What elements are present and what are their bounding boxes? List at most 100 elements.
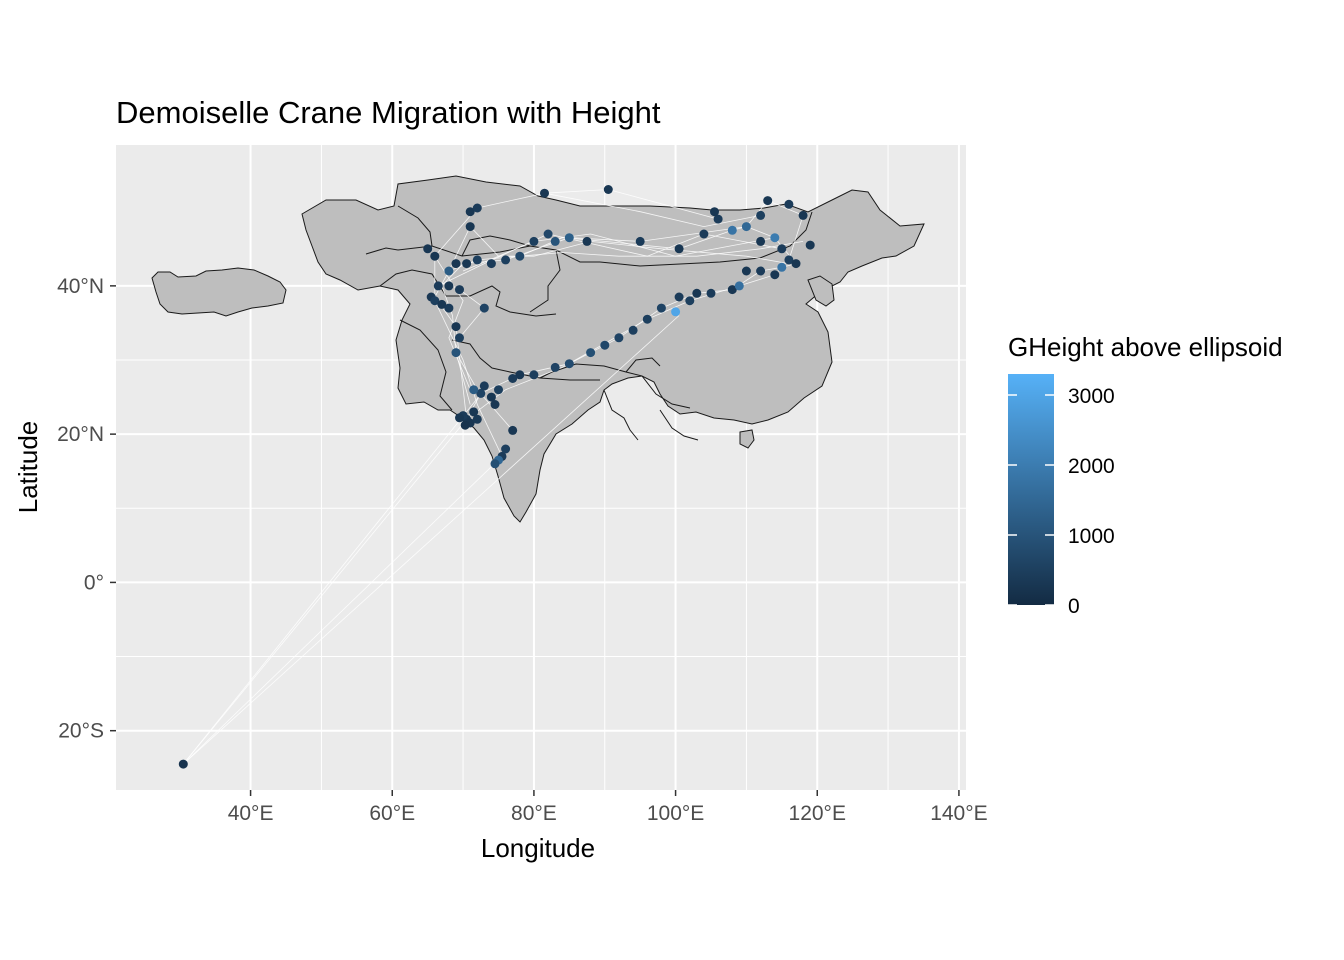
y-tick-label: 20°N <box>57 423 104 446</box>
gps-fix-point <box>656 303 666 313</box>
gps-fix-point <box>529 236 539 246</box>
gps-fix-point <box>462 259 472 269</box>
gps-fix-point <box>770 270 780 280</box>
migration-track-line <box>182 389 485 765</box>
y-tick-label: 0° <box>84 571 104 594</box>
gps-fix-point <box>756 210 766 220</box>
gps-fix-point <box>741 222 751 232</box>
gps-fix-point <box>469 385 479 395</box>
gps-fix-point <box>451 348 461 358</box>
gps-fix-point <box>486 392 496 402</box>
gps-fix-point <box>635 236 645 246</box>
gps-fix-point <box>444 266 454 276</box>
gps-fix-point <box>791 259 801 269</box>
gps-fix-point <box>455 285 464 295</box>
gps-fix-point <box>756 236 766 246</box>
gps-fix-point <box>469 407 479 417</box>
gps-fix-point <box>515 251 525 261</box>
gps-fix-point <box>455 333 464 343</box>
gps-fix-point <box>444 303 454 313</box>
legend-label: 3000 <box>1068 385 1115 408</box>
x-tick-label: 140°E <box>930 802 987 825</box>
legend-title: GHeight above ellipsoid <box>1008 332 1283 362</box>
migration-track-line <box>438 233 782 287</box>
migration-track-line <box>544 192 761 228</box>
gps-fix-point <box>494 385 503 395</box>
gps-fix-point <box>586 348 596 358</box>
gps-fix-point <box>479 303 489 313</box>
x-tick-label: 100°E <box>647 802 704 825</box>
gps-fix-point <box>437 299 447 309</box>
gps-fix-point <box>710 207 719 217</box>
country-turkey <box>151 267 287 317</box>
gps-fix-point <box>515 370 525 380</box>
gps-fix-point <box>479 381 489 391</box>
gps-fix-point <box>741 266 751 276</box>
gps-fix-point <box>805 240 815 250</box>
gps-fix-point <box>564 359 574 369</box>
migration-track-line <box>183 456 503 765</box>
y-tick-label: 40°N <box>57 275 104 298</box>
migration-track-line <box>434 300 503 457</box>
y-axis-title: Latitude <box>13 421 43 514</box>
y-tick-label: 20°S <box>58 720 104 743</box>
gps-fix-point <box>770 233 780 243</box>
gps-fix-point <box>472 255 482 265</box>
gps-fix-point <box>444 281 454 291</box>
gps-fix-point <box>763 196 773 206</box>
legend-label: 0 <box>1068 595 1080 618</box>
gps-fix-point <box>508 425 518 435</box>
x-axis-ticks: 40°E 60°E 80°E 100°E 120°E 140°E <box>228 790 988 825</box>
x-tick-label: 60°E <box>369 802 415 825</box>
x-axis-title: Longitude <box>481 833 595 863</box>
gps-fix-point <box>734 281 744 291</box>
gps-fix-point <box>692 288 702 298</box>
gps-fix-point <box>476 388 486 398</box>
gps-fix-point <box>685 296 695 306</box>
gps-fix-point <box>603 185 613 194</box>
gps-fix-point <box>674 244 684 254</box>
gps-fix-point <box>642 314 652 324</box>
gps-fix-point <box>628 325 638 335</box>
legend-label: 1000 <box>1068 525 1115 548</box>
gps-fix-point <box>671 307 681 317</box>
y-axis-ticks: 40°N 20°N 0° 20°S <box>57 275 116 743</box>
migration-track-line <box>182 419 467 765</box>
migration-track-line <box>448 225 789 272</box>
x-tick-label: 80°E <box>511 802 557 825</box>
gps-fix-point <box>433 281 443 291</box>
gps-fix-point <box>564 233 574 243</box>
migration-track-line <box>434 255 471 390</box>
legend-label: 2000 <box>1068 455 1115 478</box>
gps-fix-point <box>465 222 475 232</box>
gps-fix-point <box>490 400 500 409</box>
gps-fix-point <box>540 188 549 198</box>
gps-fix-point <box>727 285 737 295</box>
gps-fix-point <box>798 210 808 220</box>
gps-fix-point <box>465 207 475 217</box>
chart-title: Demoiselle Crane Migration with Height <box>116 95 661 130</box>
x-tick-label: 40°E <box>228 802 274 825</box>
legend: GHeight above ellipsoid 3000 2000 1000 0 <box>1008 332 1283 618</box>
gps-fix-point <box>490 459 500 469</box>
gps-fix-point <box>472 203 482 213</box>
gps-fix-point <box>600 340 610 350</box>
gps-fix-point <box>451 259 461 269</box>
gps-fix-point <box>455 413 464 423</box>
migration-track-line <box>183 315 680 765</box>
gps-fix-point <box>784 255 794 265</box>
migration-track-line <box>519 241 804 257</box>
gps-fix-point <box>777 244 787 254</box>
legend-ticks: 3000 2000 1000 0 <box>1008 385 1115 618</box>
gps-fix-point <box>423 244 433 254</box>
gps-points <box>178 185 815 769</box>
legend-colorbar <box>1008 374 1054 605</box>
gps-fix-point <box>486 259 496 269</box>
gps-fix-point <box>582 236 592 246</box>
gps-fix-point <box>614 333 624 343</box>
island-taiwan <box>739 429 755 449</box>
gps-fix-point <box>543 229 553 239</box>
gps-fix-point <box>451 322 461 332</box>
gps-fix-point <box>550 236 560 246</box>
